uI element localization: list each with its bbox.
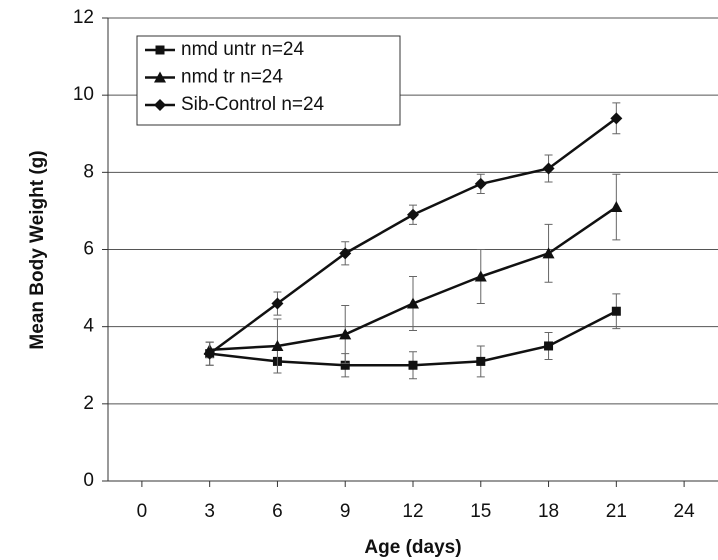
marker [340, 360, 350, 370]
legend-label: Sib-Control n=24 [181, 94, 325, 115]
marker [544, 341, 554, 351]
x-tick-label: 18 [538, 501, 559, 522]
marker [271, 339, 284, 351]
y-tick-label: 10 [73, 84, 94, 105]
y-tick-label: 4 [83, 316, 94, 337]
legend-box [136, 35, 401, 126]
marker [474, 177, 487, 190]
x-axis-title: Age (days) [364, 537, 461, 558]
marker [271, 297, 284, 310]
marker [474, 270, 487, 282]
marker [610, 201, 623, 213]
x-tick-label: 3 [204, 501, 215, 522]
marker [610, 112, 623, 125]
legend-label: nmd tr n=24 [181, 67, 283, 88]
legend-label: nmd untr n=24 [181, 39, 304, 60]
x-tick-label: 6 [272, 501, 283, 522]
y-tick-label: 0 [83, 470, 94, 491]
marker [408, 360, 418, 370]
x-tick-label: 12 [402, 501, 423, 522]
y-tick-label: 2 [83, 393, 94, 414]
marker [154, 99, 166, 111]
x-tick-label: 24 [674, 501, 696, 522]
x-tick-label: 15 [470, 501, 491, 522]
x-tick-label: 0 [137, 501, 148, 522]
marker [407, 208, 419, 221]
y-tick-label: 8 [83, 161, 94, 182]
y-tick-label: 12 [73, 7, 94, 28]
marker [542, 247, 555, 259]
marker [155, 45, 165, 55]
marker [203, 347, 216, 360]
marker [542, 162, 555, 175]
x-tick-label: 21 [606, 501, 627, 522]
marker [339, 328, 352, 340]
y-tick-label: 6 [83, 239, 94, 260]
marker [407, 297, 419, 309]
marker [476, 356, 486, 366]
x-tick-label: 9 [340, 501, 351, 522]
marker [154, 71, 166, 83]
marker [339, 247, 352, 260]
marker [611, 306, 621, 316]
y-axis-title: Mean Body Weight (g) [27, 150, 48, 349]
